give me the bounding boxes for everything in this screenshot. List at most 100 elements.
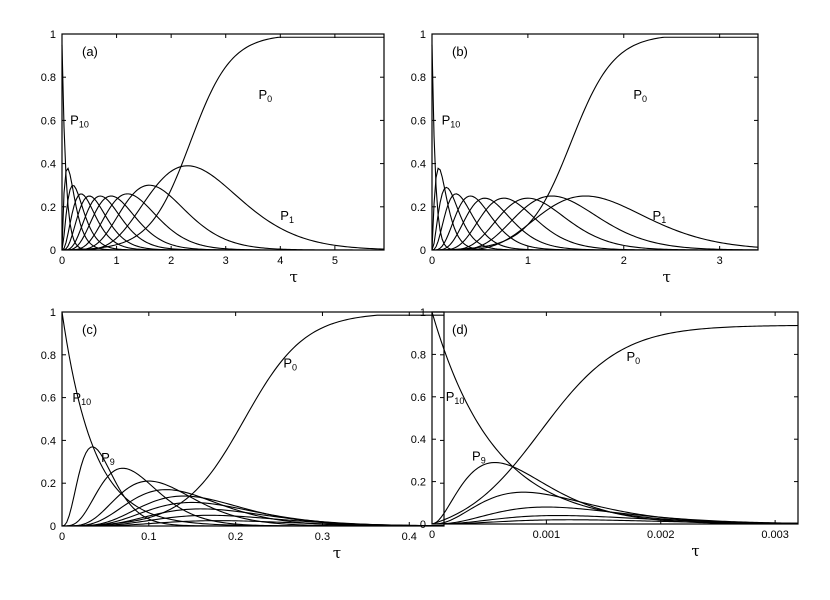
curve-label: P0 [283,356,297,373]
curve-label-base: P [442,113,451,128]
curve-label-subscript: 0 [292,363,297,373]
series-line-p10 [431,44,758,251]
series-line-p6 [431,195,758,251]
series-line-p9 [431,461,799,525]
x-tick-label: 0.001 [533,529,561,541]
x-tick-label: 3 [717,255,723,267]
x-axis-label: τ [691,542,699,560]
x-tick-label: 0.002 [647,529,675,541]
series-line-p7 [431,193,758,251]
x-tick-label: 0.003 [761,529,789,541]
y-tick-label: 0.4 [411,159,426,171]
curve-label-subscript: 0 [635,356,640,366]
y-tick-label: 0.2 [411,202,426,214]
y-tick-label: 0.6 [411,115,426,127]
y-tick-label: 1 [420,29,426,41]
x-tick-label: 0.2 [228,531,243,543]
series-line-p4 [432,197,758,251]
curve-label: P0 [258,87,272,104]
x-tick-label: 2 [621,255,627,267]
curve-label-subscript: 10 [454,396,464,406]
curve-label-subscript: 10 [81,397,91,407]
series-line-p0 [431,324,799,525]
curve-label-subscript: 1 [289,215,294,225]
curve-label-base: P [70,113,79,128]
y-tick-label: 1 [50,29,56,41]
curve-label-base: P [258,87,267,102]
curve-label-base: P [72,390,81,405]
y-tick-label: 0 [50,521,56,533]
y-tick-label: 0 [420,519,426,531]
series-line-p3 [432,197,759,251]
y-tick-label: 0 [420,245,426,257]
x-axis-label: τ [333,544,341,562]
panel-label: (b) [452,44,468,59]
panel-label: (c) [82,322,97,337]
y-tick-label: 0.4 [411,434,426,446]
curve-label-subscript: 9 [481,455,486,465]
curve-label-base: P [101,450,110,465]
x-tick-label: 0 [59,255,65,267]
series-line-p10 [61,311,444,527]
panel-label: (a) [82,44,98,59]
series-line-p0 [61,314,444,527]
curve-label-subscript: 0 [642,94,647,104]
x-tick-label: 0 [429,529,435,541]
x-axis-label: τ [290,268,298,286]
series-line-p1 [432,195,759,251]
x-tick-label: 0.3 [315,531,330,543]
curve-label: P0 [633,87,647,104]
x-tick-label: 5 [332,255,338,267]
y-tick-label: 0.2 [411,477,426,489]
series-line-p2 [432,195,759,251]
curve-label: P10 [442,113,461,130]
curve-label: P10 [446,389,465,406]
curve-label-subscript: 10 [79,120,89,130]
x-tick-label: 0.4 [402,531,417,543]
axes-frame [431,311,799,525]
axes-frame [61,311,445,527]
curve-label-base: P [283,356,292,371]
curve-label-base: P [280,208,289,223]
y-tick-label: 1 [50,307,56,319]
series-line-p0 [431,36,758,251]
series-line-p0 [61,36,384,251]
curve-label-subscript: 0 [267,94,272,104]
curve-label: P1 [653,208,667,225]
curve-label-base: P [626,349,635,364]
curve-label-base: P [653,208,662,223]
series-line-p8 [61,184,384,251]
series-line-p2 [62,184,384,251]
series-line-p5 [432,197,758,251]
curve-label-base: P [446,389,455,404]
y-tick-label: 0.6 [41,115,56,127]
y-tick-label: 0 [50,245,56,257]
y-tick-label: 1 [420,307,426,319]
curve-label-subscript: 10 [450,120,460,130]
panel-4: 00.20.40.60.810 0.001 0.002 0.003τ(d)P10P9P… [411,307,799,560]
x-tick-label: 0 [59,531,65,543]
curve-label: P9 [472,448,486,465]
y-tick-label: 0.6 [411,392,426,404]
y-tick-label: 0.2 [41,202,56,214]
y-tick-label: 0.6 [41,393,56,405]
x-tick-label: 1 [525,255,531,267]
series-line-p8 [431,491,799,525]
series-line-p1 [62,165,385,251]
x-tick-label: 0 [429,255,435,267]
y-tick-label: 0.2 [41,478,56,490]
x-tick-label: 3 [223,255,229,267]
curve-label: P1 [280,208,294,225]
curve-label: P10 [70,113,89,130]
x-tick-label: 2 [168,255,174,267]
curve-label-subscript: 9 [110,457,115,467]
curve-label-base: P [633,87,642,102]
y-tick-label: 0.8 [41,350,56,362]
curve-label: P10 [72,390,91,407]
curve-label: P0 [626,349,640,366]
series-line-p1 [62,520,445,527]
